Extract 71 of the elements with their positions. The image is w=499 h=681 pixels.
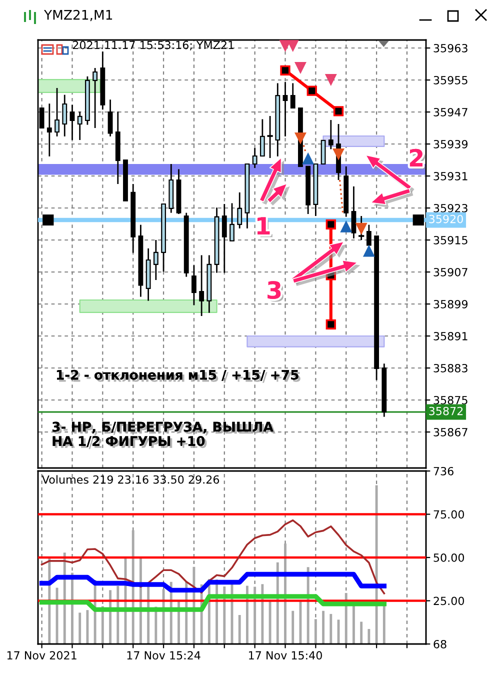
candlestick (77, 110, 82, 141)
candlestick (54, 87, 60, 138)
y-tick-label: 35915 (434, 236, 468, 244)
point (326, 319, 336, 330)
line-series (39, 572, 387, 593)
candlestick (290, 82, 296, 109)
annotation: 2 (410, 148, 426, 170)
point (42, 214, 54, 226)
point (340, 221, 352, 232)
y-tick-label: 35899 (434, 300, 468, 308)
y2-tick-label: 75.00 (434, 510, 464, 519)
point (333, 106, 344, 116)
y2-tick-label: 25.00 (434, 596, 464, 606)
point (294, 62, 306, 74)
y-tick-label: 35963 (434, 44, 468, 52)
candlestick (62, 94, 68, 138)
candlestick (328, 119, 334, 150)
candlestick (153, 239, 158, 281)
candlestick (282, 81, 288, 138)
candlestick (222, 203, 227, 274)
candlestick (192, 264, 196, 306)
y-tick-label: 35883 (434, 364, 468, 372)
y-tick-label: 35875 (434, 396, 468, 404)
ref-line-label: 35872 (429, 406, 463, 416)
candlestick (70, 104, 75, 141)
chart-title: YMZ21,M1 (44, 10, 112, 22)
annotation: 2021.11.17 15:53:16; YMZ21 (72, 40, 234, 50)
point (280, 65, 290, 76)
point (332, 148, 344, 160)
candlestick (199, 254, 204, 317)
x-tick-label: 17 Nov 15:40 (249, 651, 322, 660)
candlestick (46, 102, 52, 158)
candlestick (252, 147, 258, 169)
point (302, 153, 314, 164)
y2-tick-label: 50.00 (434, 553, 464, 562)
point (306, 86, 317, 96)
line-series (39, 594, 387, 612)
x-tick-label: 17 Nov 15:24 (127, 651, 200, 660)
annotation: 3 (268, 281, 284, 302)
line-series (40, 519, 386, 594)
annotation: 1-2 - отклонения м15 / +15/ +75 (56, 370, 300, 383)
point (412, 214, 424, 226)
y-tick-label: 35867 (434, 428, 468, 436)
y-tick-label: 35891 (434, 332, 468, 340)
y-tick-label: 35923 (434, 204, 468, 212)
candlestick (230, 202, 234, 242)
y-tick-label: 35955 (434, 76, 468, 84)
candlestick (320, 140, 326, 165)
candlestick (351, 186, 356, 240)
candlestick (108, 98, 113, 138)
y-tick-label: 68 (434, 640, 446, 648)
y-tick-label: 35939 (434, 140, 468, 148)
candlestick (366, 224, 372, 246)
point (325, 74, 336, 86)
candlestick (267, 115, 273, 159)
point (326, 219, 336, 230)
y-tick-label: 35947 (434, 108, 468, 116)
candlestick (260, 118, 265, 157)
y-tick-label: 35931 (434, 172, 468, 180)
ref-line-label: 35920 (429, 214, 463, 224)
annotation: 3- НР, Б/ПЕРЕГРУЗА, ВЫШЛА НА 1/2 ФИГУРЫ +10 (52, 422, 276, 450)
candlestick (92, 67, 98, 129)
y-tick-label: 35907 (434, 268, 468, 276)
chart-title: Volumes 219 23.16 33.50 29.26 (42, 475, 220, 484)
x-tick-label: 17 Nov 2021 (7, 651, 76, 660)
point (363, 246, 374, 257)
y-tick-label: 736 (434, 466, 454, 476)
point (356, 222, 367, 234)
candlestick (237, 192, 242, 230)
point (294, 132, 306, 144)
annotation: 1 (257, 217, 272, 238)
